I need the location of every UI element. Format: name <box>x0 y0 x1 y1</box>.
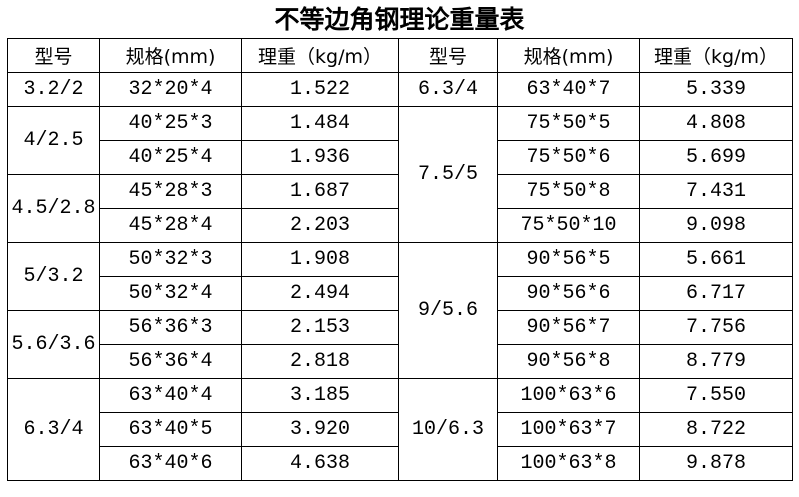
spec-cell: 63*40*6 <box>99 446 242 481</box>
weight-cell: 6.717 <box>639 276 793 311</box>
column-header: 规格(mm) <box>497 38 640 73</box>
weight-table: 型号 规格(mm) 理重（kg/m） 型号 规格(mm) 理重（kg/m） 3.2/2 32*… <box>7 38 793 481</box>
spec-cell: 32*20*4 <box>99 72 242 107</box>
weight-cell: 1.484 <box>241 106 399 141</box>
type-cell: 7.5/5 <box>398 106 498 243</box>
spec-cell: 50*32*3 <box>99 242 242 277</box>
type-cell: 6.3/4 <box>7 378 100 481</box>
weight-cell: 7.756 <box>639 310 793 345</box>
column-header: 规格(mm) <box>99 38 242 73</box>
spec-cell: 90*56*6 <box>497 276 640 311</box>
type-cell: 10/6.3 <box>398 378 498 481</box>
type-cell: 6.3/4 <box>398 72 498 107</box>
spec-cell: 63*40*5 <box>99 412 242 447</box>
spec-cell: 100*63*6 <box>497 378 640 413</box>
data-row: 63*40*6 4.638 100*63*8 9.878 <box>8 446 793 481</box>
weight-cell: 1.687 <box>241 174 399 209</box>
column-header: 理重（kg/m） <box>639 38 793 73</box>
weight-cell: 2.494 <box>241 276 399 311</box>
weight-cell: 7.550 <box>639 378 793 413</box>
weight-cell: 2.818 <box>241 344 399 379</box>
spec-cell: 100*63*8 <box>497 446 640 481</box>
type-cell: 4.5/2.8 <box>7 174 100 243</box>
weight-cell: 3.185 <box>241 378 399 413</box>
weight-cell: 1.908 <box>241 242 399 277</box>
spec-cell: 63*40*4 <box>99 378 242 413</box>
spec-cell: 75*50*5 <box>497 106 640 141</box>
spec-cell: 56*36*4 <box>99 344 242 379</box>
data-row: 40*25*4 1.936 75*50*6 5.699 <box>8 140 793 175</box>
weight-cell: 4.808 <box>639 106 793 141</box>
weight-cell: 7.431 <box>639 174 793 209</box>
spec-cell: 90*56*5 <box>497 242 640 277</box>
spec-cell: 56*36*3 <box>99 310 242 345</box>
weight-cell: 3.920 <box>241 412 399 447</box>
spec-cell: 100*63*7 <box>497 412 640 447</box>
type-cell: 5/3.2 <box>7 242 100 311</box>
weight-cell: 5.661 <box>639 242 793 277</box>
data-row: 4.5/2.8 45*28*3 1.687 75*50*8 7.431 <box>7 174 793 243</box>
weight-cell: 4.638 <box>241 446 399 481</box>
spec-cell: 75*50*8 <box>497 174 640 209</box>
spec-cell: 40*25*4 <box>99 140 242 175</box>
spec-cell: 75*50*6 <box>497 140 640 175</box>
type-cell: 9/5.6 <box>398 242 498 379</box>
data-row: 56*36*4 2.818 90*56*8 8.779 <box>8 344 793 379</box>
weight-cell: 2.203 <box>241 208 399 243</box>
spec-cell: 90*56*8 <box>497 344 640 379</box>
spec-cell: 75*50*10 <box>497 208 640 243</box>
spec-cell: 90*56*7 <box>497 310 640 345</box>
weight-cell: 5.339 <box>639 72 793 107</box>
data-row: 4/2.5 40*25*3 1.484 7.5/5 75*50*5 4.808 <box>7 106 793 243</box>
weight-cell: 5.699 <box>639 140 793 175</box>
weight-cell: 2.153 <box>241 310 399 345</box>
column-header: 型号 <box>398 38 498 73</box>
title: 不等边角钢理论重量表 <box>274 5 525 34</box>
weight-cell: 1.936 <box>241 140 399 175</box>
data-row: 3.2/2 32*20*4 1.522 6.3/4 63*40*7 5.339 <box>7 72 793 107</box>
weight-cell: 8.722 <box>639 412 793 447</box>
weight-cell: 1.522 <box>241 72 399 107</box>
data-row: 45*28*4 2.203 75*50*10 9.098 <box>8 208 793 243</box>
column-header: 型号 <box>7 38 100 73</box>
weight-cell: 9.878 <box>639 446 793 481</box>
type-cell: 5.6/3.6 <box>7 310 100 379</box>
type-cell: 4/2.5 <box>7 106 100 175</box>
data-row: 5/3.2 50*32*3 1.908 9/5.6 90*56*5 5.661 <box>7 242 793 379</box>
data-row: 5.6/3.6 56*36*3 2.153 90*56*7 7.756 <box>7 310 793 379</box>
weight-cell: 8.779 <box>639 344 793 379</box>
data-row: 6.3/4 63*40*4 3.185 10/6.3 100*63*6 7.550 <box>7 378 793 481</box>
column-header: 理重（kg/m） <box>241 38 399 73</box>
spec-cell: 45*28*3 <box>99 174 242 209</box>
spec-cell: 40*25*3 <box>99 106 242 141</box>
weight-cell: 9.098 <box>639 208 793 243</box>
spec-cell: 45*28*4 <box>99 208 242 243</box>
data-row: 50*32*4 2.494 90*56*6 6.717 <box>8 276 793 311</box>
header-row: 型号 规格(mm) 理重（kg/m） 型号 规格(mm) 理重（kg/m） <box>7 38 793 73</box>
spec-cell: 50*32*4 <box>99 276 242 311</box>
spec-cell: 63*40*7 <box>497 72 640 107</box>
data-row: 63*40*5 3.920 100*63*7 8.722 <box>8 412 793 447</box>
type-cell: 3.2/2 <box>7 72 100 107</box>
